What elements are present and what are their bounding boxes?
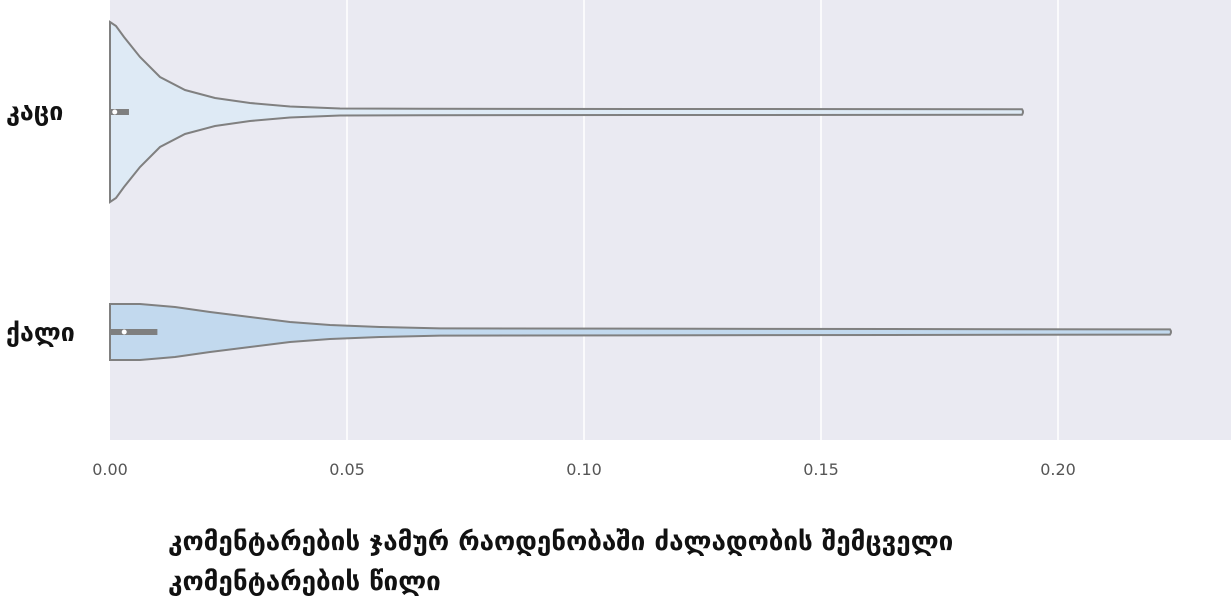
x-axis-label: კომენტარების ჯამურ რაოდენობაში ძალადობის… <box>168 522 1168 602</box>
x-axis-label-line-2: კომენტარების წილი <box>168 567 441 597</box>
grid-lines <box>346 0 1059 440</box>
ytick-label-man: კაცი <box>6 97 64 126</box>
iqr-box <box>110 329 158 335</box>
median-point <box>112 109 118 115</box>
violins <box>109 20 1172 361</box>
xtick-label: 0.10 <box>566 460 602 479</box>
xtick-label: 0.20 <box>1040 460 1076 479</box>
iqr-box <box>110 109 129 115</box>
x-axis-label-line-1: კომენტარების ჯამურ რაოდენობაში ძალადობის… <box>168 527 954 557</box>
xtick-label: 0.05 <box>329 460 365 479</box>
violin-woman <box>109 303 1172 361</box>
xtick-label: 0.00 <box>92 460 128 479</box>
xtick-label: 0.15 <box>803 460 839 479</box>
ytick-label-woman: ქალი <box>6 318 75 347</box>
median-point <box>121 329 127 335</box>
plot-area <box>110 0 1231 440</box>
violin-man <box>109 20 1024 204</box>
